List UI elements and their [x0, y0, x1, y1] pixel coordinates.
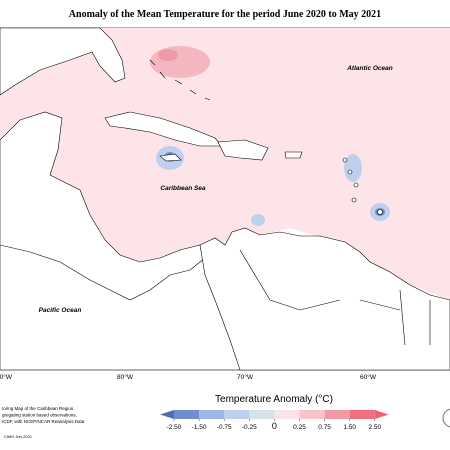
longitude-label: 90°W	[0, 373, 13, 381]
ocean-label: Pacific Ocean	[39, 307, 82, 314]
longitude-labels: 90°W 80°W 70°W 60°W	[0, 373, 377, 381]
cool-patch	[344, 154, 362, 182]
colorbar-under	[160, 410, 174, 419]
colorbar-bin	[174, 410, 200, 419]
longitude-label: 70°W	[237, 373, 254, 381]
land	[342, 157, 348, 163]
colorbar-bin	[349, 410, 375, 419]
colorbar-tick-label: 0	[272, 421, 277, 431]
land	[353, 182, 359, 188]
colorbar-over	[374, 410, 389, 419]
colorbar-bin	[324, 410, 350, 419]
colorbar-bin	[249, 410, 275, 419]
ocean-label: Atlantic Ocean	[346, 65, 393, 72]
map-title: Anomaly of the Mean Temperature for the …	[69, 9, 381, 20]
colorbar: Temperature Anomaly (°C) -2.50 -1.50 -0.75…	[160, 394, 389, 431]
warm-patch	[150, 46, 210, 78]
warm-patch	[158, 49, 178, 61]
colorbar-title: Temperature Anomaly (°C)	[215, 394, 333, 405]
land	[351, 197, 357, 203]
colorbar-tick-label: 1.50	[343, 424, 356, 431]
credits: toring Map of the Caribbean Region. grega…	[2, 406, 85, 424]
colorbar-tick-label: -0.75	[217, 424, 232, 431]
land	[149, 59, 211, 101]
colorbar-tick-label: -1.50	[192, 424, 207, 431]
land	[0, 111, 206, 301]
land	[347, 169, 353, 175]
land	[199, 227, 450, 371]
colorbar-tick-label: 0.25	[293, 424, 306, 431]
land	[284, 151, 303, 159]
land	[159, 153, 182, 162]
colorbar-tick-label: 0.75	[318, 424, 331, 431]
map: Atlantic Ocean Caribbean Sea Pacific Oce…	[0, 27, 450, 371]
anomaly-field	[0, 28, 450, 300]
credit-line: ICDF, with NCEP/NCAR Reanalysis Data	[2, 419, 85, 424]
colorbar-bin	[224, 410, 250, 419]
land	[377, 209, 383, 215]
land	[0, 27, 126, 96]
longitude-label: 60°W	[360, 373, 377, 381]
colorbar-bin	[274, 410, 300, 419]
logo	[442, 408, 450, 428]
coastlines	[0, 27, 450, 371]
longitude-label: 80°W	[117, 373, 134, 381]
border	[239, 249, 431, 346]
footer: CIMH Jun-2021	[4, 434, 33, 439]
colorbar-tick-label: -0.25	[242, 424, 257, 431]
colorbar-bin	[299, 410, 325, 419]
credit-line: toring Map of the Caribbean Region.	[2, 406, 75, 411]
colorbar-bin	[199, 410, 225, 419]
colorbar-tick-label: -2.50	[167, 424, 182, 431]
land	[104, 111, 223, 147]
land	[217, 139, 269, 161]
cool-patch	[251, 214, 265, 226]
colorbar-tick-label: 2.50	[368, 424, 381, 431]
credit-line: gregating station based observations,	[2, 413, 77, 418]
ocean-label: Caribbean Sea	[160, 185, 206, 192]
